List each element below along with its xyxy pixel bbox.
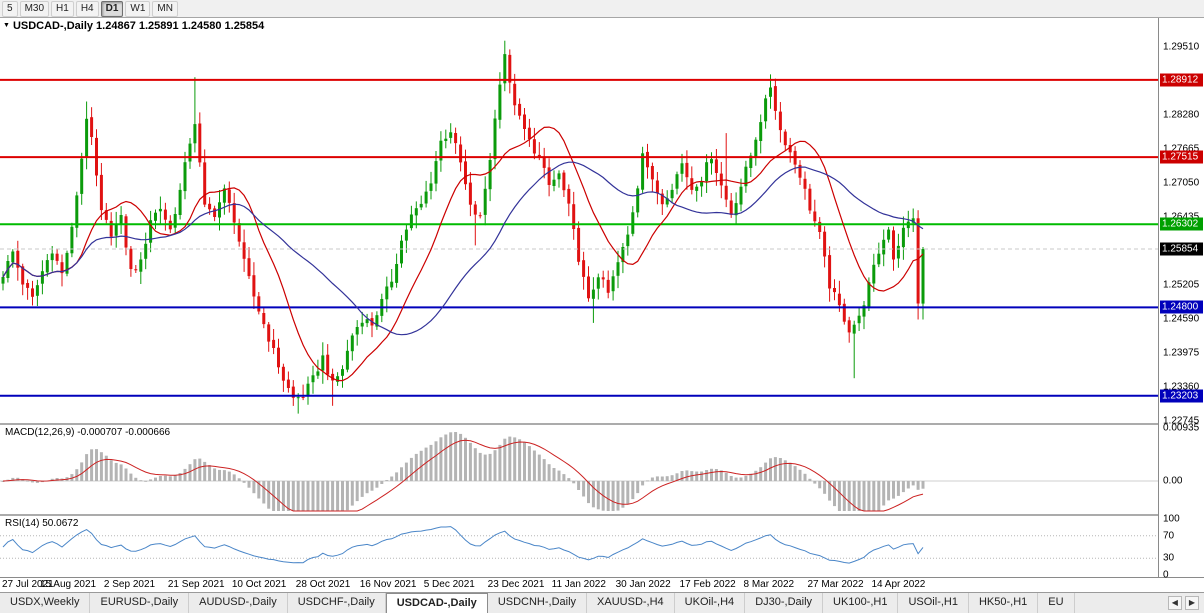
price-badge: 1.24800 <box>1160 300 1203 314</box>
macd-axis-label: 0.00 <box>1163 475 1183 487</box>
tab-eu[interactable]: EU <box>1038 593 1075 613</box>
tab-scroll-buttons: ◀ ▶ <box>1163 593 1204 613</box>
timeframe-button-h4[interactable]: H4 <box>75 0 99 17</box>
date-label: 17 Feb 2022 <box>679 579 736 590</box>
date-label: 27 Mar 2022 <box>807 579 864 590</box>
date-label: 15 Aug 2021 <box>39 579 97 590</box>
date-label: 8 Mar 2022 <box>743 579 795 590</box>
price-tick-label: 1.29510 <box>1163 41 1200 53</box>
timeframe-button-mn[interactable]: MN <box>152 0 178 17</box>
tab-xauusd-h4[interactable]: XAUUSD-,H4 <box>587 593 675 613</box>
chart-tabs: USDX,Weekly EURUSD-,Daily AUDUSD-,Daily USD… <box>0 593 1075 613</box>
timeframe-button-w1[interactable]: W1 <box>125 0 151 17</box>
tab-audusd-daily[interactable]: AUDUSD-,Daily <box>189 593 288 613</box>
tab-eurusd-daily[interactable]: EURUSD-,Daily <box>90 593 190 613</box>
tab-hk50-h1[interactable]: HK50-,H1 <box>969 593 1039 613</box>
price-badge: 1.25854 <box>1160 242 1203 256</box>
macd-panel[interactable]: MACD(12,26,9) -0.000707 -0.000666 <box>0 425 1158 514</box>
tab-usdcad-daily[interactable]: USDCAD-,Daily <box>385 593 488 613</box>
panel-separator[interactable] <box>0 423 1204 425</box>
tabs-scroll-left-icon[interactable]: ◀ <box>1167 596 1182 610</box>
date-label: 27 Jul 2021 <box>2 579 54 590</box>
price-tick-label: 1.25205 <box>1163 279 1200 291</box>
macd-indicator-chart[interactable] <box>0 425 1158 514</box>
price-tick-label: 1.22745 <box>1163 415 1200 427</box>
tab-usdx-weekly[interactable]: USDX,Weekly <box>0 593 91 613</box>
time-axis[interactable]: 27 Jul 2021 15 Aug 2021 2 Sep 2021 21 Sep 2… <box>0 578 1204 592</box>
date-label: 2 Sep 2021 <box>103 579 156 590</box>
price-tick-label: 1.27665 <box>1163 143 1200 155</box>
rsi-axis-label: 100 <box>1163 513 1180 525</box>
candlestick-chart[interactable] <box>0 18 1158 423</box>
tab-usdchf-daily[interactable]: USDCHF-,Daily <box>288 593 386 613</box>
tab-uk100-h1[interactable]: UK100-,H1 <box>823 593 899 613</box>
price-chart-panel[interactable]: ▼ USDCAD-,Daily 1.24867 1.25891 1.24580 … <box>0 18 1158 423</box>
chart-title: ▼ USDCAD-,Daily 1.24867 1.25891 1.24580 … <box>3 20 264 32</box>
price-badge: 1.28912 <box>1160 73 1203 87</box>
date-label: 28 Oct 2021 <box>295 579 351 590</box>
panel-separator[interactable] <box>0 514 1204 516</box>
price-tick-label: 1.23360 <box>1163 381 1200 393</box>
date-label: 11 Jan 2022 <box>551 579 606 590</box>
tabs-scroll-right-icon[interactable]: ▶ <box>1184 596 1199 610</box>
panel-separator <box>0 577 1204 578</box>
date-label: 5 Dec 2021 <box>423 579 475 590</box>
tab-usdcnh-daily[interactable]: USDCNH-,Daily <box>488 593 588 613</box>
tab-usoil-h1[interactable]: USOil-,H1 <box>898 593 969 613</box>
rsi-axis-label: 70 <box>1163 530 1175 542</box>
rsi-indicator-chart[interactable] <box>0 516 1158 577</box>
price-tick-label: 1.24590 <box>1163 313 1200 325</box>
rsi-axis-label: 0 <box>1163 569 1169 581</box>
timeframe-toolbar: 5 M30 H1 H4 D1 W1 MN <box>0 0 1204 18</box>
price-axis[interactable]: 1.29510 1.28280 1.27665 1.27050 1.26435 1.252… <box>1158 18 1204 581</box>
price-tick-label: 1.23975 <box>1163 347 1200 359</box>
date-label: 10 Oct 2021 <box>231 579 287 590</box>
price-badge: 1.23203 <box>1160 389 1203 403</box>
macd-axis-label: 0.00935 <box>1163 422 1200 434</box>
date-label: 14 Apr 2022 <box>871 579 926 590</box>
price-badge: 1.27515 <box>1160 150 1203 164</box>
date-label: 30 Jan 2022 <box>615 579 671 590</box>
chart-title-text: USDCAD-,Daily 1.24867 1.25891 1.24580 1.… <box>12 20 265 32</box>
timeframe-button-5[interactable]: 5 <box>2 0 18 17</box>
chart-area: ▼ USDCAD-,Daily 1.24867 1.25891 1.24580 … <box>0 18 1204 592</box>
date-label: 21 Sep 2021 <box>167 579 225 590</box>
timeframe-button-d1[interactable]: D1 <box>100 0 124 17</box>
timeframe-button-h1[interactable]: H1 <box>51 0 74 17</box>
price-badge: 1.26302 <box>1160 217 1203 231</box>
price-tick-label: 1.27050 <box>1163 177 1200 189</box>
rsi-axis-label: 30 <box>1163 552 1175 564</box>
price-tick-label: 1.28280 <box>1163 109 1200 121</box>
date-label: 23 Dec 2021 <box>487 579 545 590</box>
macd-label: MACD(12,26,9) -0.000707 -0.000666 <box>5 427 171 438</box>
chart-tab-bar: USDX,Weekly EURUSD-,Daily AUDUSD-,Daily USD… <box>0 592 1204 613</box>
collapse-arrow-icon[interactable]: ▼ <box>3 22 10 29</box>
timeframe-button-m30[interactable]: M30 <box>19 0 50 17</box>
date-label: 16 Nov 2021 <box>359 579 417 590</box>
rsi-label: RSI(14) 50.0672 <box>5 518 79 529</box>
tab-dj30-daily[interactable]: DJ30-,Daily <box>745 593 824 613</box>
rsi-panel[interactable]: RSI(14) 50.0672 <box>0 516 1158 577</box>
price-tick-label: 1.26435 <box>1163 211 1199 222</box>
tab-ukoil-h4[interactable]: UKOil-,H4 <box>675 593 746 613</box>
